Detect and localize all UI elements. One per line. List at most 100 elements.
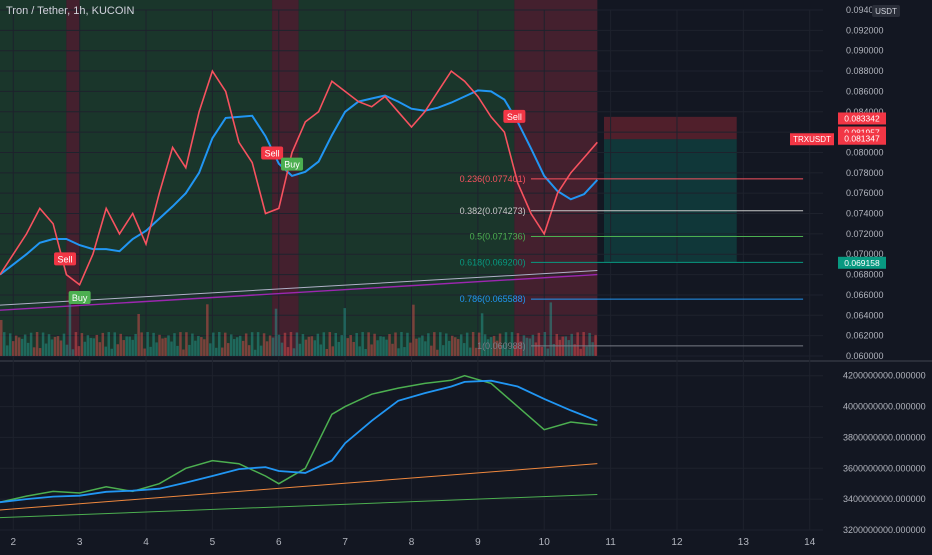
volume-bar [209, 343, 212, 356]
currency-badge [872, 5, 900, 17]
volume-bar [421, 335, 424, 356]
volume-bar [212, 332, 215, 356]
signal-label: Buy [72, 293, 88, 303]
volume-bar [77, 346, 81, 356]
volume-bar [409, 342, 412, 356]
signal-badge [261, 146, 284, 160]
volume-bar [504, 332, 508, 356]
volume-bar [379, 336, 382, 356]
volume-bar [104, 346, 108, 356]
volume-bar [152, 332, 155, 356]
volume-bar [280, 342, 284, 356]
time-tick-label: 6 [276, 537, 282, 548]
volume-bar [35, 332, 39, 356]
volume-bar [316, 333, 320, 356]
volume-bar [412, 304, 415, 356]
volume-bar [462, 343, 466, 356]
volume-bar [283, 332, 287, 356]
volume-bar [164, 337, 167, 356]
volume-bar [2, 332, 6, 356]
volume-bar [495, 340, 499, 356]
volume-bar [358, 346, 361, 356]
volume-bar [310, 336, 314, 356]
volume-bar [436, 349, 439, 356]
price-tag-label: 0.083342 [844, 113, 880, 123]
volume-bar [41, 332, 45, 356]
time-tick-label: 5 [210, 537, 216, 548]
volume-bar [235, 337, 239, 356]
volume-bar [179, 332, 182, 356]
fib-level-label: 0.786(0.065588) [460, 294, 526, 304]
indicator-tick-label: 3400000000.000000 [843, 494, 926, 504]
currency-label: USDT [875, 7, 897, 16]
volume-bar [439, 332, 442, 356]
volume-bar [450, 335, 454, 356]
volume-bar [173, 333, 176, 356]
moving-average-line [0, 89, 599, 276]
volume-bar [98, 342, 102, 356]
volume-bar [549, 302, 553, 356]
volume-bar [274, 308, 278, 356]
volume-bar [182, 349, 185, 356]
volume-bar [29, 332, 33, 356]
volume-bar [433, 332, 436, 356]
price-tick-label: 0.088000 [846, 66, 884, 76]
volume-bar [197, 335, 200, 356]
volume-bar [522, 335, 526, 356]
chart-title: Tron / Tether, 1h, KUCOIN [6, 5, 135, 17]
price-tick-label: 0.064000 [846, 310, 884, 320]
price-tick-label: 0.070000 [846, 249, 884, 259]
volume-bar [250, 332, 254, 356]
volume-bar [265, 341, 269, 356]
fib-level-label: 0.382(0.074273) [460, 206, 526, 216]
price-tick-label: 0.062000 [846, 331, 884, 341]
volume-bar [483, 334, 487, 356]
volume-bar [232, 339, 236, 356]
volume-bar [125, 336, 128, 356]
volume-bar [468, 347, 472, 356]
price-tick-label: 0.0940 [846, 5, 874, 15]
volume-bar [525, 337, 529, 356]
volume-bar [546, 348, 550, 356]
volume-bar [23, 334, 27, 356]
signal-badge [281, 157, 304, 171]
time-tick-label: 13 [738, 537, 750, 548]
volume-bar [5, 345, 9, 356]
volume-bar [400, 332, 403, 356]
volume-bar [516, 333, 520, 356]
price-tag-badge [838, 132, 886, 145]
time-tick-label: 7 [342, 537, 348, 548]
volume-bar [203, 339, 206, 356]
volume-bar [567, 340, 570, 356]
indicator-tick-label: 4000000000.000000 [843, 402, 926, 412]
volume-bar [528, 338, 532, 356]
volume-bar [334, 332, 338, 356]
volume-bar [415, 338, 418, 356]
volume-bar [44, 343, 48, 356]
volume-bar [307, 336, 311, 356]
volume-bar [328, 332, 332, 356]
volume-bar [262, 333, 266, 356]
volume-bar [149, 346, 152, 356]
volume-bar [62, 333, 66, 356]
signal-label: Sell [58, 254, 73, 264]
signal-label: Sell [507, 112, 522, 122]
time-tick-label: 14 [804, 537, 816, 548]
volume-bar [80, 333, 84, 356]
price-tag-label: 0.081957 [844, 128, 880, 138]
volume-bar [122, 340, 125, 356]
trend-zone [79, 0, 273, 356]
price-tag-badge [838, 256, 886, 269]
volume-bar [146, 332, 149, 356]
indicator-ma-line [0, 379, 598, 504]
volume-bar [259, 345, 263, 356]
indicator-tick-label: 4200000000.000000 [843, 371, 926, 381]
volume-bar [579, 348, 582, 356]
risk-box [603, 116, 737, 140]
volume-bar [406, 332, 409, 356]
volume-bar [155, 342, 158, 356]
volume-bar [474, 347, 478, 356]
signal-label: Sell [265, 148, 280, 158]
volume-bar [119, 333, 122, 356]
